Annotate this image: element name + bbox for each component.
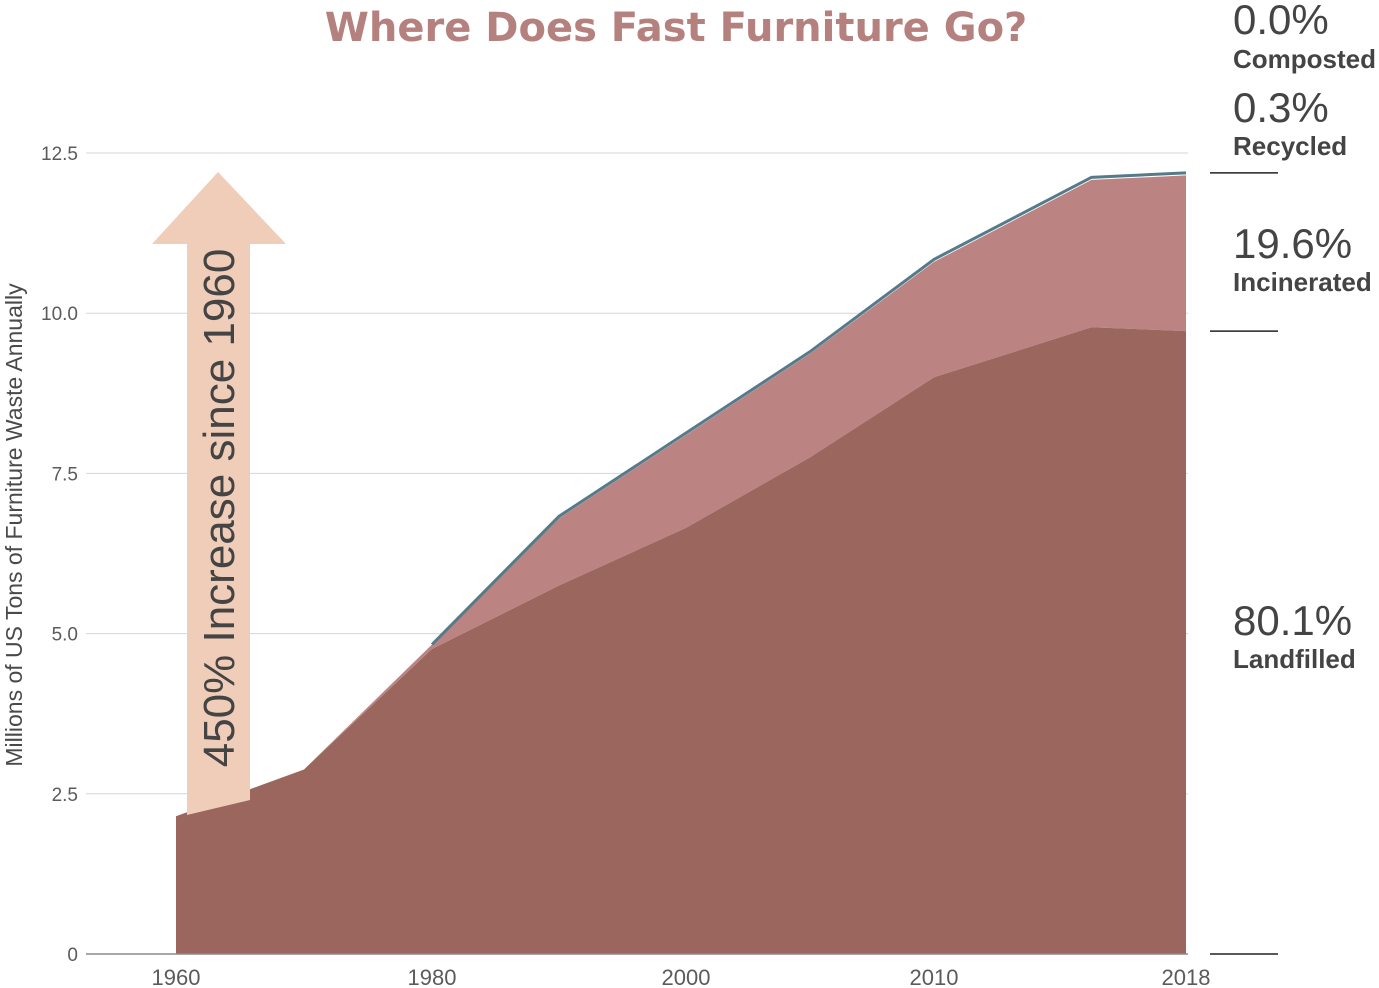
x-tick-label: 1960 [152, 965, 201, 988]
breakdown-label: Recycled [1233, 131, 1347, 161]
x-tick-label: 2000 [662, 965, 711, 988]
recycled-line [430, 171, 1187, 646]
breakdown-value: 19.6% [1233, 220, 1352, 267]
y-tick-label: 5.0 [52, 625, 78, 646]
y-axis-label: Millions of US Tons of Furniture Waste A… [1, 283, 27, 767]
breakdown-legend: 0.0%Composted 0.3%Recycled 19.6%Incinerate… [1210, 0, 1376, 955]
breakdown-value: 0.3% [1233, 84, 1329, 131]
x-tick-label: 2018 [1162, 965, 1211, 988]
x-tick-label: 1980 [408, 965, 457, 988]
breakdown-value: 0.0% [1233, 0, 1329, 43]
y-tick-label: 0 [67, 945, 78, 966]
axes: 0 2.5 5.0 7.5 10.0 12.5 1960 1980 2000 2010 2018 [41, 144, 1210, 988]
y-tick-label: 2.5 [52, 785, 78, 806]
landfilled-area [176, 327, 1186, 954]
y-tick-label: 10.0 [41, 304, 78, 325]
y-tick-label: 7.5 [52, 464, 78, 485]
series-areas [176, 171, 1187, 954]
breakdown-label: Landfilled [1233, 644, 1356, 674]
incinerated-area [176, 175, 1186, 817]
y-tick-label: 12.5 [41, 144, 78, 165]
breakdown-value: 80.1% [1233, 597, 1352, 644]
increase-arrow [152, 172, 286, 815]
breakdown-label: Composted [1233, 44, 1376, 74]
increase-arrow-label: 450% Increase since 1960 [195, 249, 244, 768]
x-tick-label: 2010 [910, 965, 959, 988]
increase-annotation: 450% Increase since 1960 [152, 172, 286, 815]
breakdown-label: Incinerated [1233, 267, 1372, 297]
chart-title: Where Does Fast Furniture Go? [325, 5, 1028, 51]
